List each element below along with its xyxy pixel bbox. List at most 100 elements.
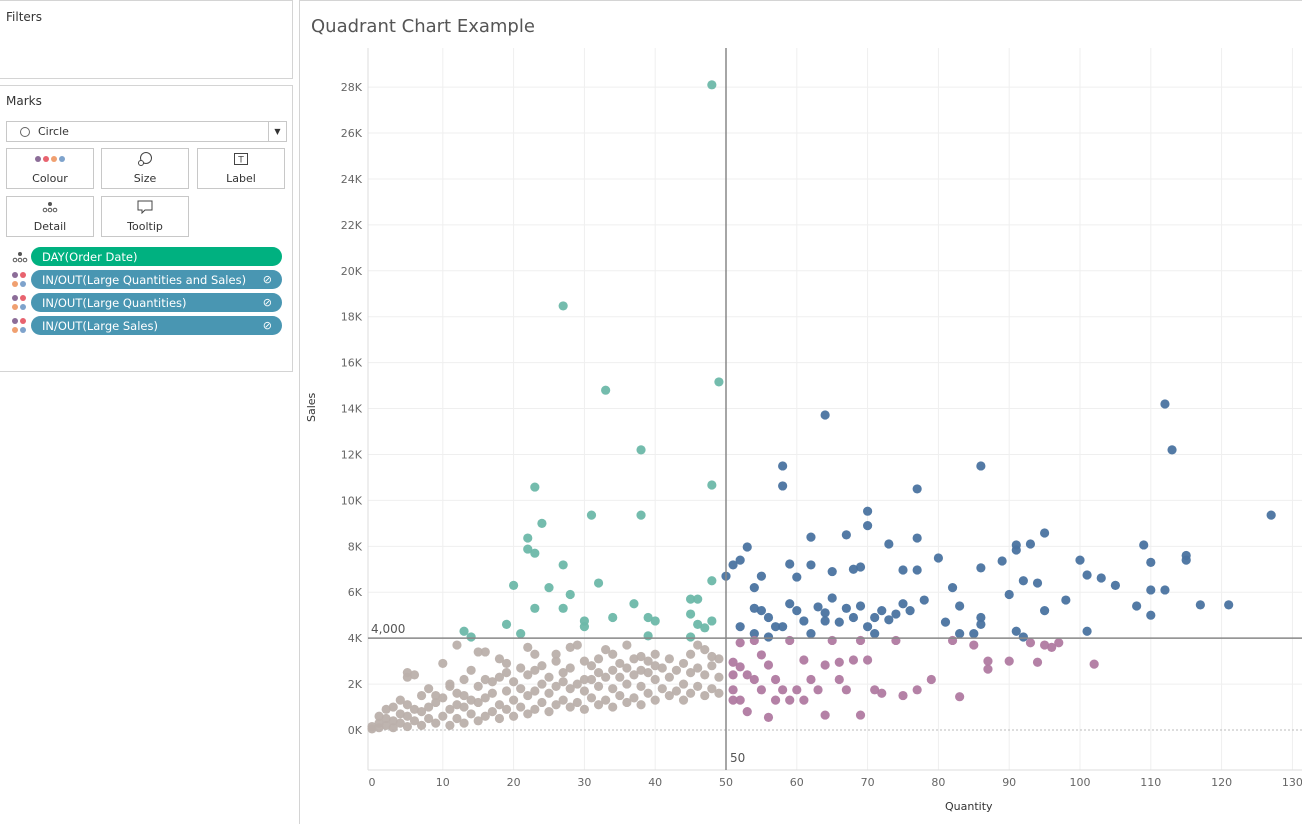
data-point-blue [884,539,894,549]
data-point-purple [841,685,851,695]
data-point-blue [749,603,759,613]
data-point-purple [728,670,738,680]
data-point-grey [629,654,639,664]
y-tick-label: 0K [348,724,363,737]
data-point-grey [523,670,533,680]
data-point-grey [650,695,660,705]
data-point-blue [763,612,774,623]
data-point-purple [728,695,738,705]
detail-button[interactable]: Detail [6,196,94,237]
data-point-teal [586,510,597,520]
data-point-blue [891,609,901,619]
data-point-teal [707,576,717,586]
x-tick-label: 0 [369,776,376,789]
data-point-blue [1195,600,1205,610]
data-point-blue [1146,585,1156,595]
pill-day-order-date[interactable]: DAY(Order Date) [31,247,282,266]
data-point-grey [643,688,653,698]
data-point-purple [742,707,752,717]
data-point-teal [629,599,639,609]
data-point-purple [756,650,767,660]
chart-pane [299,0,1302,824]
data-point-blue [1082,626,1092,636]
y-tick-label: 8K [348,540,363,553]
data-point-blue [792,572,802,582]
data-point-blue [997,556,1007,566]
data-point-purple [926,674,936,685]
data-point-grey [367,721,377,732]
data-point-grey [523,690,533,701]
label-button[interactable]: T Label [197,148,285,189]
x-tick-label: 90 [1002,776,1016,789]
x-tick-label: 70 [861,776,875,789]
data-point-blue [855,562,866,572]
x-tick-label: 130 [1282,776,1302,789]
data-point-blue [1160,585,1170,595]
data-point-grey [601,645,611,655]
data-point-grey [551,656,561,666]
data-point-grey [508,695,519,705]
data-point-blue [947,583,958,593]
data-point-purple [834,657,844,667]
data-point-grey [650,661,660,671]
data-point-purple [983,656,993,666]
data-point-blue [1011,626,1021,636]
data-point-grey [622,697,632,708]
data-point-blue [1032,578,1043,588]
y-tick-label: 18K [341,311,363,324]
data-point-grey [466,695,476,705]
pill-large-quantities-and-sales[interactable]: IN/OUT(Large Quantities and Sales) ⊘ [31,270,282,289]
data-point-purple [863,655,873,665]
link-icon: ⊘ [262,273,272,286]
data-point-blue [1160,399,1170,409]
data-point-teal [608,612,618,623]
pill-large-quantities[interactable]: IN/OUT(Large Quantities) ⊘ [31,293,282,312]
pill-large-sales[interactable]: IN/OUT(Large Sales) ⊘ [31,316,282,335]
data-point-grey [558,695,568,705]
size-button[interactable]: Size [101,148,189,189]
data-point-grey [565,702,575,712]
x-tick-label: 30 [577,776,591,789]
tooltip-button[interactable]: Tooltip [101,196,189,237]
data-point-teal [544,583,554,593]
data-point-grey [388,716,398,726]
data-point-grey [593,654,604,664]
data-point-grey [700,670,710,680]
filters-shelf[interactable]: Filters [0,0,293,79]
data-point-teal [523,533,533,543]
data-point-blue [848,612,859,623]
colour-button[interactable]: Colour [6,148,94,189]
data-point-blue [863,506,873,516]
data-point-grey [601,672,611,682]
data-point-grey [572,640,582,650]
data-point-grey [657,663,667,673]
x-tick-label: 20 [507,776,521,789]
data-point-blue [841,603,851,613]
data-point-blue [912,484,922,494]
data-point-blue [1040,606,1050,616]
mark-type-dropdown[interactable]: Circle ▼ [6,121,287,142]
data-point-grey [714,672,724,682]
data-point-blue [806,532,816,542]
data-point-blue [863,521,873,531]
pill-label: IN/OUT(Large Quantities and Sales) [42,272,247,287]
data-point-blue [735,555,745,565]
data-point-grey [558,668,568,678]
data-point-blue [1132,601,1142,611]
chevron-down-icon[interactable]: ▼ [268,122,286,141]
data-point-blue [976,563,986,573]
data-point-blue [763,632,774,642]
pill-label: DAY(Order Date) [42,249,138,264]
data-point-grey [466,665,476,675]
data-point-blue [1110,580,1120,590]
data-point-teal [643,612,653,623]
data-point-grey [693,663,703,673]
data-point-purple [799,695,809,705]
data-point-grey [622,679,632,689]
data-point-grey [501,658,512,669]
data-point-grey [530,686,540,696]
data-point-blue [728,560,738,570]
data-point-purple [855,635,866,646]
data-point-blue [1224,600,1234,610]
